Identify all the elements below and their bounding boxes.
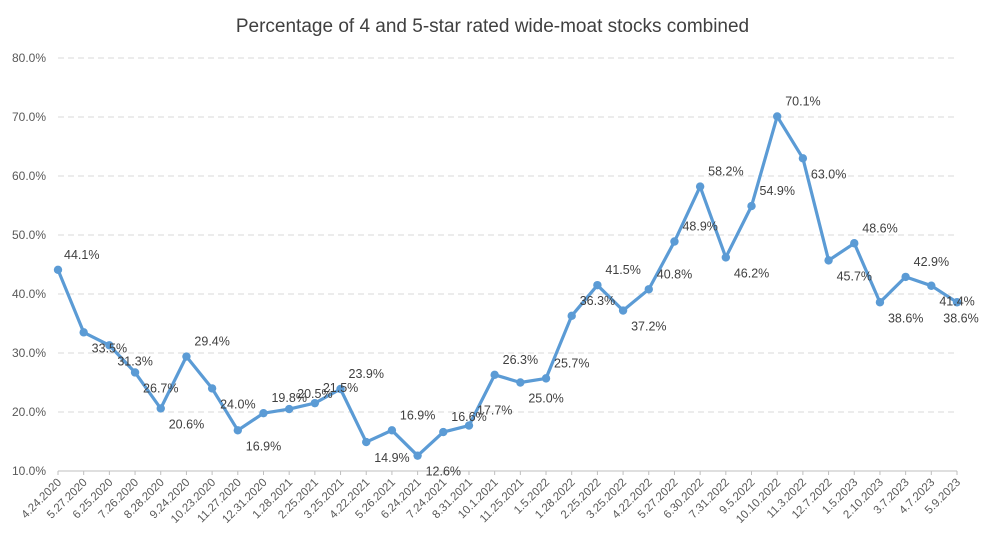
data-point xyxy=(362,437,371,447)
y-tick-label: 60.0% xyxy=(12,169,46,183)
data-point xyxy=(310,398,320,408)
data-point xyxy=(901,272,910,282)
y-tick-label: 70.0% xyxy=(12,110,46,124)
data-point xyxy=(387,426,397,435)
data-label: 54.9% xyxy=(760,184,795,198)
data-label: 23.9% xyxy=(349,367,384,381)
y-tick-label: 20.0% xyxy=(12,405,46,419)
data-label: 14.9% xyxy=(374,451,409,465)
data-point xyxy=(721,253,731,262)
data-label: 16.9% xyxy=(246,439,281,453)
data-point xyxy=(952,298,962,307)
y-tick-label: 30.0% xyxy=(12,346,46,360)
y-tick-label: 40.0% xyxy=(12,287,46,301)
data-point xyxy=(773,112,782,121)
data-point xyxy=(747,201,756,211)
data-point xyxy=(233,426,242,435)
data-point xyxy=(439,427,448,437)
data-point xyxy=(207,384,217,393)
series-line xyxy=(56,114,959,458)
data-label: 26.3% xyxy=(503,353,538,367)
data-point xyxy=(182,352,191,361)
data-point xyxy=(798,154,808,163)
data-label: 48.9% xyxy=(682,219,717,233)
data-point xyxy=(413,451,422,460)
data-point xyxy=(927,281,936,290)
data-point xyxy=(618,306,628,315)
data-point xyxy=(541,374,551,383)
data-label: 58.2% xyxy=(708,165,743,179)
data-point xyxy=(53,265,63,275)
data-point xyxy=(593,280,602,290)
data-label: 17.7% xyxy=(477,404,512,418)
data-label: 38.6% xyxy=(888,311,923,325)
data-label: 46.2% xyxy=(734,266,769,280)
data-label: 12.6% xyxy=(426,465,461,479)
data-point xyxy=(284,404,294,414)
data-point xyxy=(259,408,268,418)
data-label: 36.3% xyxy=(580,294,615,308)
data-label: 33.5% xyxy=(92,341,127,355)
data-point xyxy=(670,237,679,246)
data-label: 40.8% xyxy=(657,267,692,281)
data-point xyxy=(850,239,859,248)
data-label: 24.0% xyxy=(220,397,255,411)
data-label: 29.4% xyxy=(194,335,229,349)
data-label: 20.6% xyxy=(169,417,204,431)
data-label: 48.6% xyxy=(862,221,897,235)
data-label: 63.0% xyxy=(811,167,846,181)
data-point xyxy=(824,256,833,265)
data-label: 41.5% xyxy=(605,263,640,277)
data-label: 19.8% xyxy=(271,391,306,405)
data-label: 20.5% xyxy=(297,387,332,401)
data-point xyxy=(130,368,140,377)
data-label: 16.6% xyxy=(451,410,486,424)
data-label: 25.7% xyxy=(554,356,589,370)
data-label: 25.0% xyxy=(528,392,563,406)
data-point xyxy=(490,370,499,380)
data-point xyxy=(464,421,474,430)
data-label: 21.5% xyxy=(323,381,358,395)
data-label: 38.6% xyxy=(943,311,978,325)
data-point xyxy=(105,341,114,350)
data-label: 45.7% xyxy=(837,269,872,283)
data-point xyxy=(156,404,165,413)
data-point xyxy=(695,182,705,191)
data-label: 44.1% xyxy=(64,248,99,262)
data-label: 31.3% xyxy=(117,354,152,368)
y-tick-label: 10.0% xyxy=(12,464,46,478)
data-point xyxy=(79,328,88,337)
data-label: 26.7% xyxy=(143,381,178,395)
data-point xyxy=(336,384,345,394)
data-point xyxy=(516,378,525,387)
data-point xyxy=(567,311,576,321)
y-tick-label: 50.0% xyxy=(12,228,46,242)
chart-title: Percentage of 4 and 5-star rated wide-mo… xyxy=(235,16,750,37)
data-point xyxy=(875,298,885,307)
data-label: 70.1% xyxy=(785,94,820,108)
data-label: 41.4% xyxy=(939,295,974,309)
data-point xyxy=(644,285,653,294)
data-label: 16.9% xyxy=(400,408,435,422)
y-tick-label: 80.0% xyxy=(12,51,46,65)
data-label: 37.2% xyxy=(631,320,666,334)
data-label: 42.9% xyxy=(914,255,949,269)
